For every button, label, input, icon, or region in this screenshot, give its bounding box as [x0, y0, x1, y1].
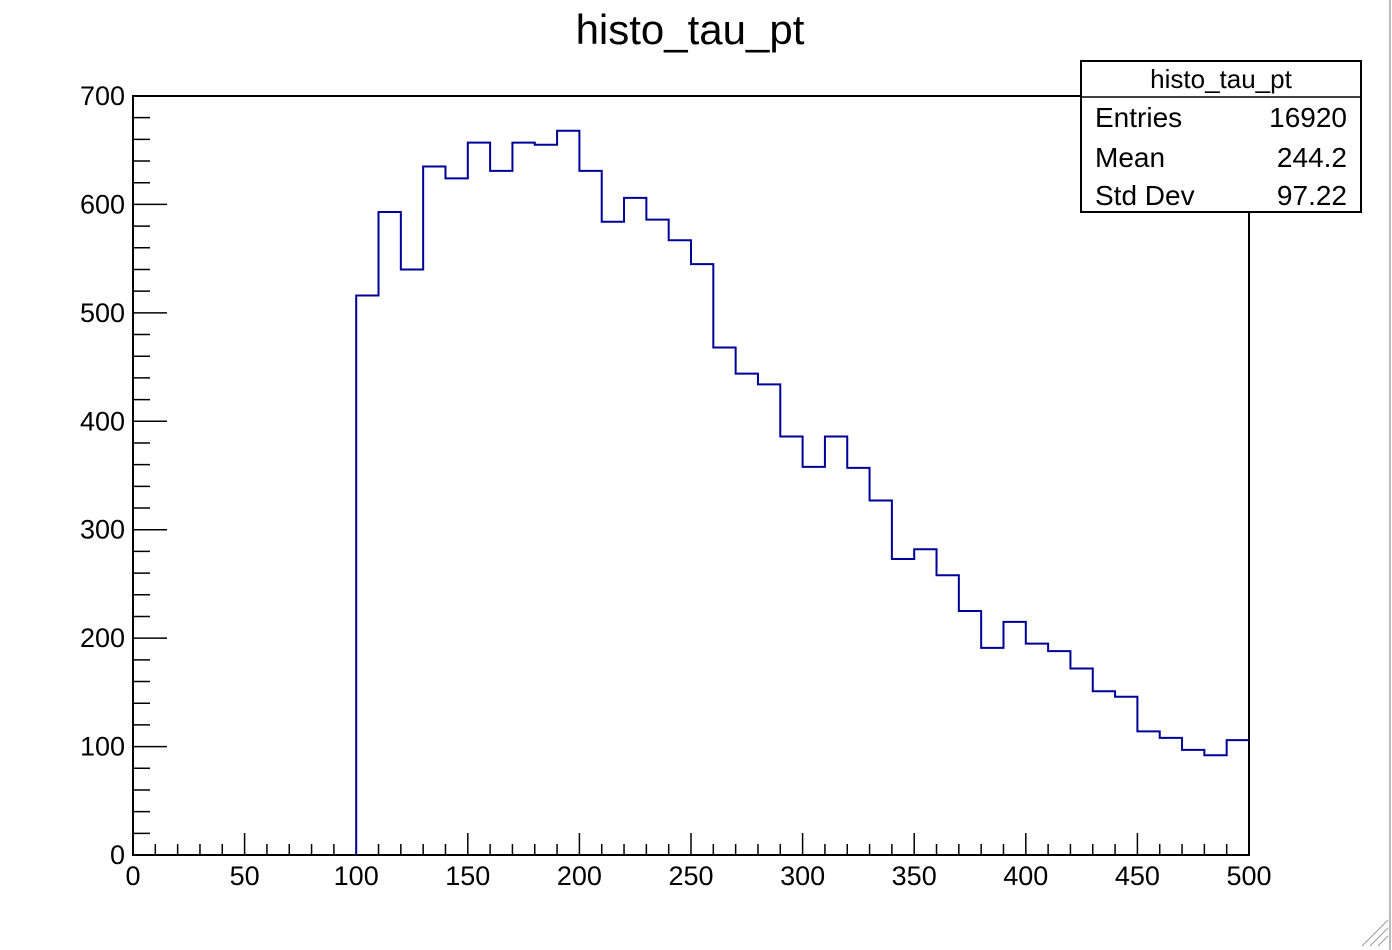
histogram-bin: [512, 143, 534, 855]
y-tick-label: 700: [80, 81, 125, 111]
y-tick-label: 100: [80, 732, 125, 762]
histogram-bin: [914, 549, 936, 855]
x-axis: 0 50 100 150 200 250 300 350 400 450 500: [125, 833, 1272, 891]
histogram-bin: [669, 240, 691, 855]
x-tick-label: 0: [125, 861, 140, 891]
histogram-bin: [736, 374, 758, 855]
histogram-bin: [401, 269, 423, 855]
histogram-bin: [1182, 750, 1204, 855]
chart-title: histo_tau_pt: [576, 6, 805, 53]
histogram-bin: [579, 171, 601, 855]
histogram-bin: [959, 611, 981, 855]
histogram-bin: [892, 559, 914, 855]
histogram-bin: [1003, 622, 1025, 855]
histogram-bin: [557, 131, 579, 855]
histogram-bin: [691, 264, 713, 855]
histogram-bin: [1026, 644, 1048, 855]
stats-entries-value: 16920: [1269, 102, 1347, 133]
resize-grip-icon[interactable]: [1361, 919, 1389, 947]
histogram-outline: [355, 129, 1249, 855]
x-tick-label: 400: [1003, 861, 1048, 891]
histogram-bin: [356, 296, 378, 855]
y-tick-label: 200: [80, 623, 125, 653]
stats-mean-label: Mean: [1095, 142, 1165, 173]
stats-entries-label: Entries: [1095, 102, 1182, 133]
histogram-bin: [602, 222, 624, 855]
x-tick-label: 200: [557, 861, 602, 891]
histogram-bin: [1160, 738, 1182, 855]
x-tick-label: 500: [1226, 861, 1271, 891]
histogram-bin: [758, 384, 780, 855]
x-tick-label: 150: [445, 861, 490, 891]
stats-box-title: histo_tau_pt: [1150, 64, 1292, 94]
histogram-bin: [490, 171, 512, 855]
histogram-bin: [535, 145, 557, 855]
stats-mean-value: 244.2: [1277, 142, 1347, 173]
histogram-bin: [379, 212, 401, 855]
histogram-bin: [825, 436, 847, 855]
stats-stddev-value: 97.22: [1277, 180, 1347, 211]
stats-box-frame: [1080, 60, 1362, 213]
histogram-bin: [1048, 651, 1070, 855]
y-tick-label: 500: [80, 298, 125, 328]
histogram-bin: [468, 143, 490, 855]
histogram-bin: [1137, 731, 1159, 855]
histogram-bin: [1204, 755, 1226, 855]
stats-stddev-label: Std Dev: [1095, 180, 1195, 211]
histogram-bin: [981, 648, 1003, 855]
y-tick-label: 0: [110, 840, 125, 870]
y-tick-label: 600: [80, 189, 125, 219]
histogram-bars: [355, 129, 1249, 855]
y-axis: 0 100 200 300 400 500 600 700: [80, 81, 167, 870]
histogram-bin: [870, 500, 892, 855]
histogram-bin: [445, 178, 467, 855]
x-tick-label: 350: [892, 861, 937, 891]
y-tick-label: 400: [80, 406, 125, 436]
histogram-bin: [847, 468, 869, 855]
y-tick-label: 300: [80, 515, 125, 545]
x-tick-label: 450: [1115, 861, 1160, 891]
stats-box: histo_tau_pt Entries 16920 Mean 244.2 St…: [1080, 60, 1362, 213]
histogram-bin: [713, 348, 735, 855]
histogram-bin: [423, 166, 445, 855]
histogram-bin: [937, 575, 959, 855]
x-tick-label: 300: [780, 861, 825, 891]
x-tick-label: 50: [230, 861, 260, 891]
histogram-bin: [780, 436, 802, 855]
histogram-bin: [1227, 740, 1249, 855]
histogram-bin: [624, 198, 646, 855]
histogram-bin: [803, 467, 825, 855]
x-tick-label: 100: [334, 861, 379, 891]
histogram-bin: [1070, 669, 1092, 855]
histogram-bin: [1115, 697, 1137, 855]
histogram-bin: [1093, 691, 1115, 855]
x-tick-label: 250: [668, 861, 713, 891]
histogram-bin: [646, 220, 668, 855]
